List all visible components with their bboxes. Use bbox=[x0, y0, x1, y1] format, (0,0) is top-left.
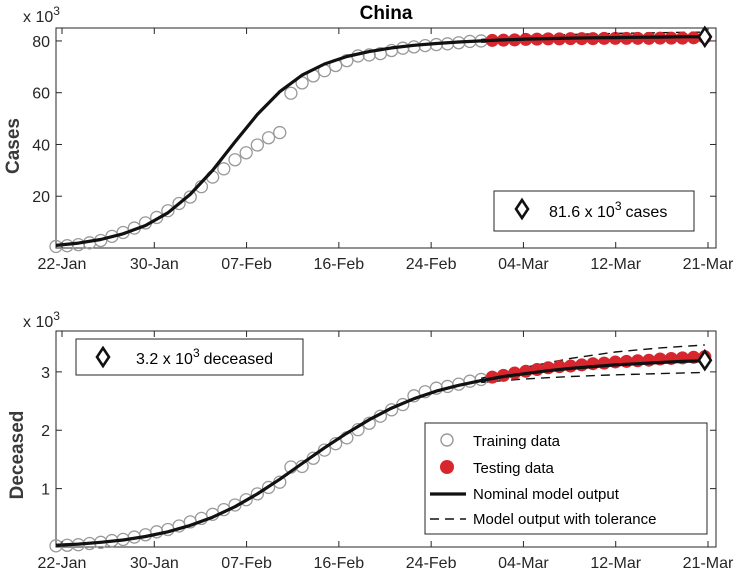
deceased-annotation-box bbox=[75, 338, 304, 376]
cases-annotation-text: 81.6 x 103 cases bbox=[549, 199, 667, 221]
legend: Training data Testing data Nominal model… bbox=[424, 422, 708, 535]
y-tick-label: 2 bbox=[41, 423, 50, 440]
x-tick-label: 22-Jan bbox=[38, 256, 87, 273]
testing-point bbox=[564, 359, 578, 373]
training-point bbox=[284, 86, 298, 100]
deceased-annotation: 3.2 x 103 deceased bbox=[75, 338, 304, 376]
x-tick-label: 07-Feb bbox=[221, 555, 272, 572]
y-tick-label: 1 bbox=[41, 482, 50, 499]
x-tick-label: 22-Jan bbox=[38, 555, 87, 572]
nominal-line bbox=[55, 35, 705, 247]
training-point bbox=[362, 48, 376, 62]
training-point bbox=[239, 146, 253, 160]
deceased-multiplier: x 103 bbox=[23, 309, 60, 331]
testing-point bbox=[519, 364, 533, 378]
training-point bbox=[273, 125, 287, 140]
training-point bbox=[183, 190, 197, 204]
training-point bbox=[261, 480, 276, 495]
legend-box bbox=[424, 422, 708, 535]
training-point bbox=[172, 196, 186, 211]
cases-multiplier: x 103 bbox=[23, 4, 60, 26]
cases-y-label: Cases bbox=[3, 118, 24, 174]
x-tick-label: 21-Mar bbox=[683, 256, 734, 273]
legend-testing-label: Testing data bbox=[473, 460, 555, 477]
x-tick-label: 16-Feb bbox=[314, 555, 365, 572]
legend-tolerance-label: Model output with tolerance bbox=[473, 511, 656, 528]
training-point bbox=[250, 487, 265, 501]
legend-training-marker bbox=[440, 433, 454, 447]
training-point bbox=[161, 204, 175, 218]
x-tick-label: 30-Jan bbox=[130, 555, 179, 572]
training-point bbox=[217, 162, 231, 176]
training-point bbox=[250, 138, 265, 152]
x-tick-label: 21-Mar bbox=[683, 555, 734, 572]
y-tick-label: 3 bbox=[41, 365, 50, 382]
x-tick-label: 16-Feb bbox=[314, 256, 365, 273]
x-tick-label: 12-Mar bbox=[590, 555, 641, 572]
cases-final-marker bbox=[697, 25, 713, 49]
training-point bbox=[228, 153, 242, 167]
y-tick-label: 80 bbox=[32, 34, 50, 51]
chart-title: China bbox=[360, 3, 413, 24]
nominal-line bbox=[55, 359, 705, 547]
x-tick-label: 24-Feb bbox=[406, 555, 457, 572]
cases-ticks: 22-Jan 30-Jan 07-Feb 16-Feb 24-Feb 04-Mar 12-M… bbox=[32, 28, 734, 273]
diamond-icon bbox=[95, 345, 111, 369]
y-tick-label: 20 bbox=[32, 189, 50, 206]
deceased-panel: x 103 Deceased 3.2 x 103 deceased Trainin… bbox=[7, 309, 734, 572]
y-tick-label: 40 bbox=[32, 137, 50, 154]
deceased-nominal-line bbox=[55, 359, 705, 547]
cases-annotation: 81.6 x 103 cases bbox=[493, 190, 695, 232]
deceased-y-label: Deceased bbox=[7, 411, 28, 500]
cases-panel: China x 103 Cases 81.6 x 103 cases 22-Jan… bbox=[3, 3, 734, 273]
training-point bbox=[239, 493, 253, 507]
x-tick-label: 24-Feb bbox=[406, 256, 457, 273]
training-point bbox=[261, 131, 276, 145]
cases-nominal-line bbox=[55, 35, 705, 247]
x-tick-label: 30-Jan bbox=[130, 256, 179, 273]
y-tick-label: 60 bbox=[32, 86, 50, 103]
legend-testing-marker bbox=[440, 460, 454, 474]
deceased-annotation-text: 3.2 x 103 deceased bbox=[136, 346, 273, 368]
x-tick-label: 07-Feb bbox=[221, 256, 272, 273]
deceased-ticks: 22-Jan 30-Jan 07-Feb 16-Feb 24-Feb 04-Mar 12-M… bbox=[38, 331, 734, 572]
final-value-marker bbox=[697, 25, 713, 49]
training-point bbox=[340, 53, 354, 68]
x-tick-label: 04-Mar bbox=[498, 555, 549, 572]
x-tick-label: 12-Mar bbox=[590, 256, 641, 273]
x-tick-label: 04-Mar bbox=[498, 256, 549, 273]
legend-training-label: Training data bbox=[473, 433, 561, 450]
legend-nominal-label: Nominal model output bbox=[473, 486, 620, 503]
diamond-icon bbox=[514, 197, 530, 221]
deceased-final-marker bbox=[697, 348, 713, 372]
tolerance-lower-line bbox=[481, 371, 705, 384]
final-value-marker bbox=[697, 348, 713, 372]
